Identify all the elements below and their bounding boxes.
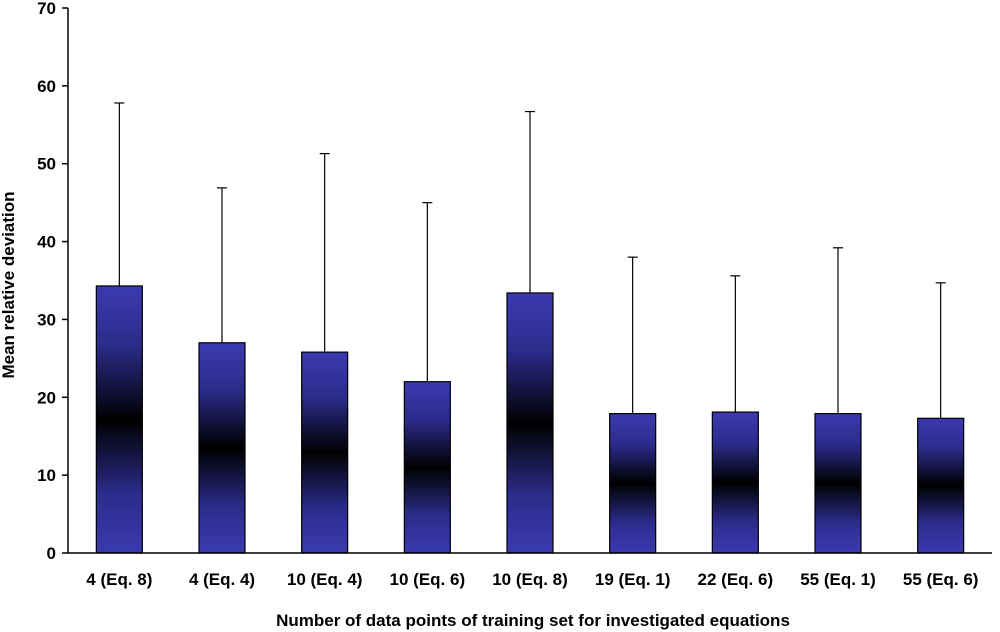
x-tick-label: 19 (Eq. 1) (595, 570, 671, 589)
x-axis-ticks: 4 (Eq. 8) 4 (Eq. 4) 10 (Eq. 4) 10 (Eq. 6) 10… (86, 570, 978, 589)
error-bars (114, 102, 946, 419)
x-tick-label: 4 (Eq. 8) (86, 570, 152, 589)
y-tick-label: 20 (37, 388, 56, 407)
x-tick-label: 55 (Eq. 6) (903, 570, 979, 589)
bar (814, 413, 862, 554)
x-tick-label: 10 (Eq. 4) (287, 570, 363, 589)
x-tick-label: 4 (Eq. 4) (189, 570, 255, 589)
bar (403, 381, 451, 554)
y-tick-label: 0 (47, 544, 56, 563)
y-tick-label: 30 (37, 310, 56, 329)
bar (917, 417, 965, 554)
y-tick-label: 70 (37, 0, 56, 18)
axes (67, 8, 992, 554)
y-axis-title: Mean relative deviation (0, 191, 18, 378)
bar (198, 342, 246, 554)
bar (95, 285, 143, 554)
bar (301, 351, 349, 554)
x-axis-title: Number of data points of training set fo… (276, 611, 790, 630)
bars (95, 285, 965, 554)
x-tick-label: 55 (Eq. 1) (800, 570, 876, 589)
x-tick-label: 10 (Eq. 8) (492, 570, 568, 589)
y-tick-label: 40 (37, 233, 56, 252)
y-tick-label: 10 (37, 466, 56, 485)
bar (609, 413, 657, 554)
x-tick-label: 22 (Eq. 6) (698, 570, 774, 589)
bar (711, 411, 759, 554)
x-tick-label: 10 (Eq. 6) (390, 570, 466, 589)
y-tick-label: 50 (37, 155, 56, 174)
bar (506, 292, 554, 554)
y-axis-ticks: 0 10 20 30 40 50 60 70 (37, 0, 68, 563)
y-tick-label: 60 (37, 77, 56, 96)
